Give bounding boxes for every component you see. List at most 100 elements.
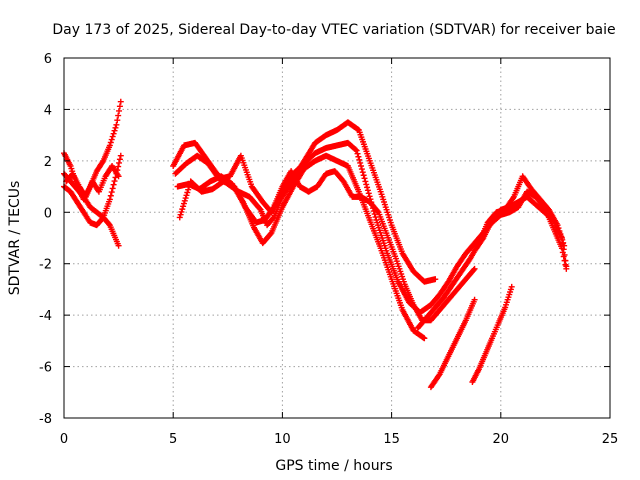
data-point xyxy=(106,221,113,228)
y-tick-label: -6 xyxy=(39,361,52,376)
axis-ticks xyxy=(63,57,611,419)
data-point xyxy=(510,195,517,202)
x-tick-label: 15 xyxy=(383,432,400,447)
y-tick-label: -4 xyxy=(39,309,52,324)
data-point xyxy=(355,153,362,160)
series-track-5 xyxy=(170,119,439,285)
x-tick-label: 10 xyxy=(274,432,291,447)
data-point xyxy=(109,133,116,140)
data-point xyxy=(360,172,367,179)
data-point xyxy=(111,127,118,134)
data-point xyxy=(182,195,189,202)
y-axis-label: SDTVAR / TECUs xyxy=(7,181,23,296)
x-tick-label: 0 xyxy=(60,432,68,447)
data-point xyxy=(176,214,183,221)
data-point xyxy=(107,139,114,146)
data-point xyxy=(113,121,120,128)
chart-title: Day 173 of 2025, Sidereal Day-to-day VTE… xyxy=(52,22,615,38)
data-point xyxy=(562,257,569,264)
data-point xyxy=(352,146,359,153)
data-point xyxy=(177,211,184,218)
data-point xyxy=(479,236,486,243)
data-point xyxy=(358,163,365,169)
data-point xyxy=(361,175,368,182)
x-tick-label: 25 xyxy=(602,432,619,447)
y-tick-label: 4 xyxy=(44,103,52,118)
data-point xyxy=(116,107,123,114)
data-point xyxy=(354,150,361,157)
data-point xyxy=(111,178,118,185)
data-point xyxy=(435,372,442,379)
data-point xyxy=(181,197,188,204)
series-track-10 xyxy=(414,173,568,331)
series-track-12 xyxy=(469,283,515,385)
data-point xyxy=(106,196,113,203)
data-point xyxy=(365,190,372,197)
data-point xyxy=(106,142,113,149)
series-track-1 xyxy=(61,152,124,229)
data-point xyxy=(180,200,187,207)
data-point xyxy=(112,124,119,131)
data-point xyxy=(107,192,114,199)
x-tick-label: 20 xyxy=(493,432,510,447)
data-point xyxy=(179,206,186,213)
series-track-11 xyxy=(427,296,478,391)
grid-lines xyxy=(64,58,610,418)
data-point xyxy=(108,136,115,143)
data-point xyxy=(117,98,124,105)
data-point xyxy=(115,173,122,180)
data-point xyxy=(115,242,122,249)
data-point xyxy=(116,103,123,110)
data-point xyxy=(359,169,366,176)
series-track-13 xyxy=(471,193,570,270)
data-point xyxy=(115,112,122,119)
data-point xyxy=(362,178,369,185)
data-point xyxy=(183,192,190,199)
y-tick-label: -8 xyxy=(39,412,52,427)
data-point xyxy=(558,235,565,241)
y-tick-label: 2 xyxy=(44,155,52,170)
data-point xyxy=(115,163,122,170)
data-point xyxy=(358,166,365,173)
y-tick-label: 6 xyxy=(44,52,52,67)
data-point xyxy=(269,205,276,212)
data-point xyxy=(471,296,478,303)
data-point xyxy=(114,117,121,124)
data-point xyxy=(109,185,116,192)
y-tick-labels: -8 -6 -4 -2 0 2 4 6 xyxy=(39,52,52,427)
data-point xyxy=(364,187,371,194)
data-point xyxy=(470,266,477,273)
y-tick-label: 0 xyxy=(44,206,52,221)
data-point xyxy=(180,203,187,210)
plot-frame xyxy=(63,57,611,419)
data-point xyxy=(364,184,371,191)
data-point xyxy=(357,159,364,166)
data-point xyxy=(99,159,106,166)
data-series xyxy=(61,98,570,391)
data-point xyxy=(561,251,568,258)
data-point xyxy=(108,189,115,196)
data-point xyxy=(110,181,117,188)
x-tick-label: 5 xyxy=(169,432,177,447)
data-point xyxy=(563,263,570,270)
series-track-4 xyxy=(63,163,122,200)
data-point xyxy=(267,230,274,237)
data-point xyxy=(110,130,117,137)
data-point xyxy=(366,193,373,200)
data-point xyxy=(185,183,192,190)
data-point xyxy=(184,189,191,196)
data-point xyxy=(421,335,428,342)
data-point xyxy=(116,159,123,166)
data-point xyxy=(559,240,566,247)
data-point xyxy=(117,152,124,159)
data-point xyxy=(471,265,478,272)
y-tick-label: -2 xyxy=(39,258,52,273)
data-point xyxy=(432,276,439,283)
data-point xyxy=(353,147,360,154)
data-point xyxy=(560,246,567,253)
data-point xyxy=(116,156,123,163)
data-point xyxy=(508,283,515,290)
x-tick-labels: 0 5 10 15 20 25 xyxy=(60,432,618,447)
data-point xyxy=(185,186,192,193)
